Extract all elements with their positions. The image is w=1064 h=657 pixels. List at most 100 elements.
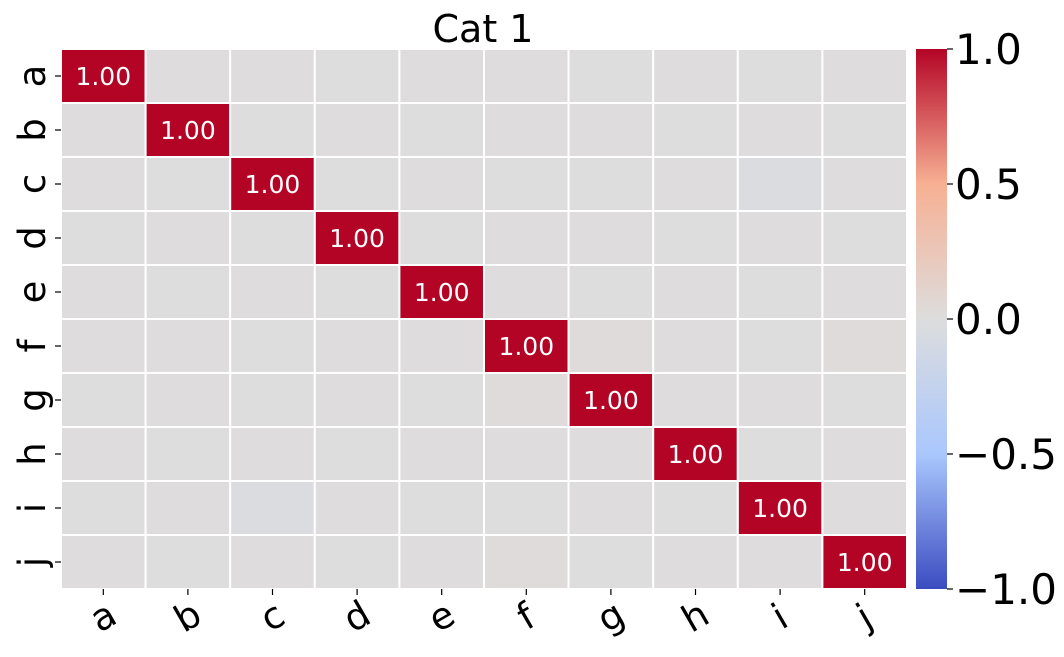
colorbar-tick-label: −1.0 xyxy=(955,565,1057,614)
heatmap-cell xyxy=(229,210,316,266)
heatmap-cell xyxy=(821,156,909,212)
heatmap-cell xyxy=(313,318,401,374)
heatmap-cell xyxy=(398,534,485,590)
heatmap-cell xyxy=(229,48,316,104)
heatmap-cell xyxy=(567,426,655,482)
y-tick-label: a xyxy=(11,65,54,88)
heatmap-cell xyxy=(567,264,655,320)
heatmap-cell xyxy=(229,480,316,536)
x-tick-label: e xyxy=(421,592,462,641)
heatmap-cell xyxy=(398,372,485,428)
heatmap-cell xyxy=(736,534,824,590)
heatmap-cell xyxy=(144,426,232,482)
x-tick-label: d xyxy=(336,592,378,641)
heatmap-cell xyxy=(229,426,316,482)
heatmap-cell xyxy=(313,264,401,320)
heatmap-cell xyxy=(567,534,655,590)
heatmap-cell xyxy=(652,534,739,590)
y-tick-label: e xyxy=(11,281,54,304)
heatmap-cell xyxy=(229,534,316,590)
heatmap-cell xyxy=(313,156,401,212)
heatmap-cell xyxy=(483,210,570,266)
heatmap-cell xyxy=(229,264,316,320)
y-tick-label: j xyxy=(11,557,54,568)
heatmap-cell xyxy=(652,156,739,212)
y-axis-ticks: a b c d e f g h i j xyxy=(11,65,61,568)
y-tick-label: f xyxy=(11,339,54,353)
colorbar-tick-label: −0.5 xyxy=(955,430,1057,479)
heatmap-cell xyxy=(229,318,316,374)
cell-value-label: 1.00 xyxy=(837,548,893,577)
heatmap-cell xyxy=(736,318,824,374)
heatmap-cell xyxy=(821,102,909,158)
x-tick-label: j xyxy=(848,595,879,638)
heatmap-cell xyxy=(313,426,401,482)
heatmap-cell xyxy=(652,210,739,266)
heatmap-cell xyxy=(821,264,909,320)
heatmap-cell xyxy=(483,372,570,428)
cell-value-label: 1.00 xyxy=(329,224,385,253)
heatmap-cell xyxy=(60,372,147,428)
cell-value-label: 1.00 xyxy=(160,116,216,145)
heatmap-cell xyxy=(567,480,655,536)
heatmap-cell xyxy=(313,480,401,536)
heatmap-cell xyxy=(567,210,655,266)
heatmap-cell xyxy=(736,48,824,104)
heatmap-cell xyxy=(652,426,739,482)
heatmap-cell xyxy=(144,534,232,590)
heatmap-cell xyxy=(229,102,316,158)
heatmap-cell xyxy=(483,534,570,590)
heatmap-cell xyxy=(313,372,401,428)
heatmap-cell xyxy=(313,48,401,104)
colorbar-tick-label: 1.0 xyxy=(955,25,1022,74)
x-tick-label: a xyxy=(82,592,123,641)
heatmap-cell xyxy=(313,102,401,158)
heatmap-cell xyxy=(736,156,824,212)
x-tick-label: b xyxy=(167,592,209,641)
cell-value-label: 1.00 xyxy=(583,386,639,415)
heatmap-cell xyxy=(144,318,232,374)
heatmap-cell xyxy=(567,102,655,158)
heatmap-cell xyxy=(398,210,485,266)
heatmap-cell xyxy=(60,102,147,158)
heatmap-cell xyxy=(483,264,570,320)
heatmap-cell xyxy=(652,102,739,158)
y-tick-label: g xyxy=(11,388,54,412)
heatmap-cell xyxy=(483,102,570,158)
heatmap-cell xyxy=(144,102,232,158)
heatmap-cell xyxy=(483,426,570,482)
heatmap-cell xyxy=(398,318,485,374)
x-tick-label: i xyxy=(765,595,795,637)
heatmap-cell xyxy=(652,318,739,374)
cell-value-label: 1.00 xyxy=(752,494,808,523)
heatmap-cell xyxy=(483,156,570,212)
cell-value-label: 1.00 xyxy=(75,62,131,91)
heatmap-cell xyxy=(736,264,824,320)
heatmap-cell xyxy=(144,264,232,320)
y-tick-label: c xyxy=(11,174,54,194)
x-tick-label: c xyxy=(253,593,292,640)
heatmap-cell xyxy=(821,480,909,536)
x-tick-label: g xyxy=(590,592,632,641)
heatmap-cells: 1.00 1.00 1.00 1.00 1.00 1.00 1.00 1.00 1.00 1.00 xyxy=(60,48,909,590)
y-tick-label: h xyxy=(11,442,54,465)
heatmap-cell xyxy=(736,426,824,482)
heatmap-cell xyxy=(652,372,739,428)
heatmap-cell xyxy=(821,318,909,374)
heatmap-cell xyxy=(60,480,147,536)
heatmap-cell xyxy=(144,156,232,212)
heatmap-cell xyxy=(483,480,570,536)
y-tick-label: i xyxy=(11,503,54,513)
x-tick-label: f xyxy=(510,594,544,638)
heatmap-cell xyxy=(736,102,824,158)
chart-title: Cat 1 xyxy=(433,7,534,51)
heatmap-cell xyxy=(567,156,655,212)
x-tick-label: h xyxy=(674,592,716,641)
heatmap-cell xyxy=(821,48,909,104)
heatmap-cell xyxy=(398,48,485,104)
heatmap-cell xyxy=(652,48,739,104)
cell-value-label: 1.00 xyxy=(414,278,470,307)
heatmap-cell xyxy=(60,264,147,320)
heatmap-cell xyxy=(398,156,485,212)
